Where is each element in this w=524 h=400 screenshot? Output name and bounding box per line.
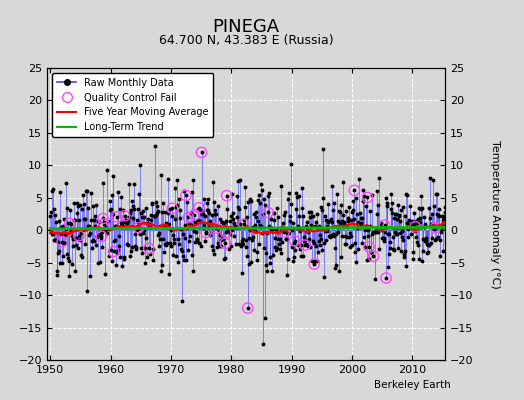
Point [369, 253, 378, 260]
Point [135, 224, 143, 231]
Point [66, 220, 74, 227]
Point [145, 245, 153, 252]
Point [380, 222, 389, 228]
Text: PINEGA: PINEGA [213, 18, 280, 36]
Point [382, 275, 390, 281]
Point [100, 221, 108, 227]
Point [97, 233, 106, 240]
Point [184, 214, 193, 221]
Point [58, 238, 67, 245]
Y-axis label: Temperature Anomaly (°C): Temperature Anomaly (°C) [490, 140, 500, 288]
Point [244, 305, 252, 311]
Point [350, 187, 358, 194]
Legend: Raw Monthly Data, Quality Control Fail, Five Year Moving Average, Long-Term Tren: Raw Monthly Data, Quality Control Fail, … [52, 73, 213, 137]
Point [121, 212, 129, 219]
Text: Berkeley Earth: Berkeley Earth [374, 380, 451, 390]
Point [301, 242, 309, 248]
Point [202, 229, 210, 236]
Point [264, 209, 272, 216]
Point [223, 192, 231, 199]
Point [221, 240, 230, 246]
Point [113, 214, 121, 220]
Point [431, 224, 440, 231]
Point [190, 212, 199, 218]
Point [195, 204, 203, 211]
Point [310, 261, 319, 267]
Point [99, 215, 107, 222]
Point [239, 221, 248, 228]
Point [74, 232, 83, 239]
Point [411, 224, 419, 230]
Point [198, 149, 206, 156]
Point [110, 248, 118, 255]
Point [212, 225, 220, 231]
Point [182, 192, 190, 199]
Point [280, 229, 288, 235]
Point [168, 205, 177, 212]
Point [290, 238, 299, 244]
Text: 64.700 N, 43.383 E (Russia): 64.700 N, 43.383 E (Russia) [159, 34, 334, 47]
Point [365, 244, 373, 250]
Point [222, 229, 230, 236]
Point [363, 194, 372, 201]
